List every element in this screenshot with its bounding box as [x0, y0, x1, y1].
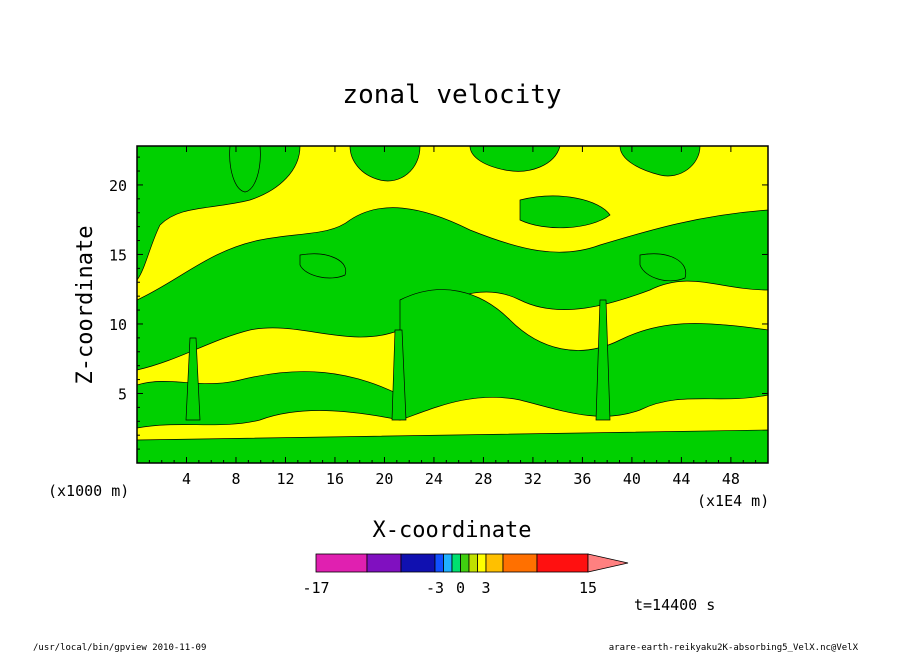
green-region — [399, 289, 768, 421]
colorbar-segment — [485, 553, 504, 573]
green-region — [349, 146, 421, 182]
green-region — [137, 429, 768, 463]
x-tick-label: 12 — [276, 470, 294, 488]
x-tick-label: 8 — [231, 470, 240, 488]
x-tick-label: 16 — [326, 470, 344, 488]
green-region — [137, 146, 301, 281]
x-tick-label: 40 — [623, 470, 641, 488]
colorbar-segment — [400, 553, 436, 573]
colorbar-tick-label: 15 — [579, 579, 597, 597]
colorbar-segment — [477, 553, 487, 573]
colorbar-segment — [451, 553, 461, 573]
x-axis-label: X-coordinate — [373, 518, 532, 543]
x-tick-label: 48 — [722, 470, 740, 488]
colorbar-segment — [434, 553, 444, 573]
green-region — [519, 195, 611, 229]
x-axis: 4 8 12 16 20 24 28 32 36 40 44 48 — [148, 146, 757, 488]
colorbar-segment — [443, 553, 453, 573]
y-tick-label: 20 — [109, 177, 127, 195]
green-region — [595, 299, 611, 421]
colorbar-tick-label: 0 — [456, 579, 465, 597]
colorbar-tick-label: -17 — [302, 579, 329, 597]
plot-frame — [136, 145, 769, 464]
y-tick-label: 5 — [118, 385, 127, 403]
y-tick-label: 15 — [109, 246, 127, 264]
green-region — [639, 253, 687, 282]
green-region — [299, 253, 347, 279]
colorbar-segment — [536, 553, 589, 573]
x-tick-label: 20 — [375, 470, 393, 488]
x-tick-label: 36 — [573, 470, 591, 488]
plot-area — [136, 145, 769, 464]
colorbar-tick-label: 3 — [481, 579, 490, 597]
y-axis-label: Z-coordinate — [73, 226, 98, 385]
colorbar-segment — [366, 553, 402, 573]
green-region — [619, 146, 701, 177]
chart-title: zonal velocity — [342, 80, 561, 110]
colorbar-tick-label: -3 — [426, 579, 444, 597]
colorbar-segment — [460, 553, 470, 573]
time-label: t=14400 s — [634, 596, 715, 614]
x-tick-label: 4 — [182, 470, 191, 488]
x-tick-label: 28 — [474, 470, 492, 488]
colorbar: -17 -3 0 3 15 — [302, 553, 629, 597]
x-tick-label: 32 — [524, 470, 542, 488]
footer-left: /usr/local/bin/gpview 2010-11-09 — [33, 643, 206, 653]
y-axis: 5 10 15 20 — [109, 156, 768, 450]
green-region — [229, 146, 261, 193]
green-region — [469, 146, 561, 172]
x-tick-label: 44 — [672, 470, 690, 488]
x-tick-label: 24 — [425, 470, 443, 488]
green-region — [391, 329, 407, 421]
y-tick-label: 10 — [109, 316, 127, 334]
colorbar-segment — [468, 553, 478, 573]
y-unit-label: (x1000 m) — [48, 482, 129, 500]
colorbar-segment — [502, 553, 538, 573]
x-unit-label: (x1E4 m) — [697, 492, 769, 510]
footer-right: arare-earth-reikyaku2K-absorbing5_VelX.n… — [609, 643, 859, 653]
colorbar-segment — [315, 553, 368, 573]
green-regions — [137, 146, 768, 463]
colorbar-extend-arrow — [587, 553, 629, 573]
green-region — [185, 337, 201, 421]
